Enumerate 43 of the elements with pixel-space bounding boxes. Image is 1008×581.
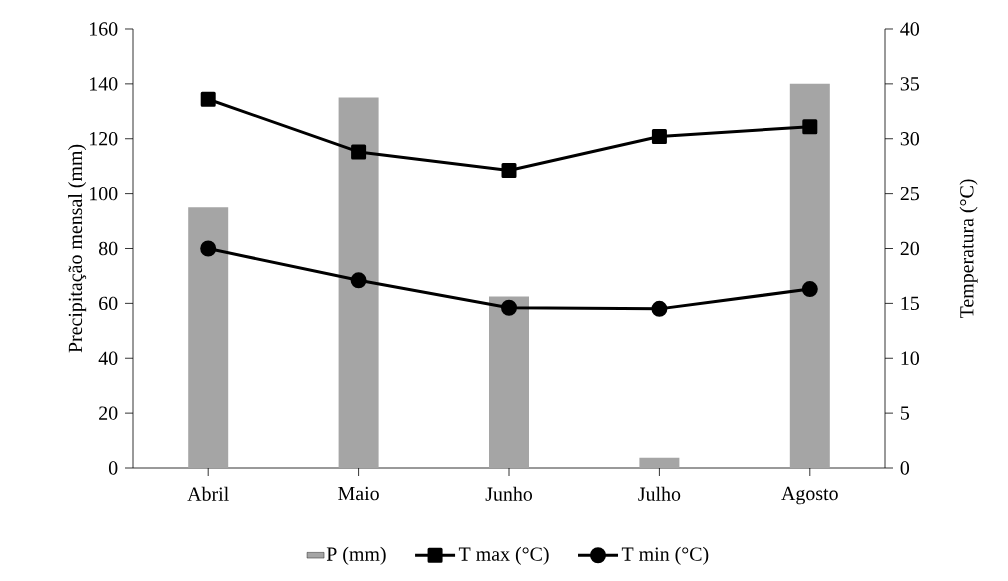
x-tick-label: Abril: [187, 486, 229, 501]
point: [200, 91, 216, 107]
y2-tick-label: 5: [901, 406, 910, 420]
x-tick-label: Julho: [638, 486, 681, 501]
y2-tick-label: 0: [900, 461, 910, 475]
x-tick-label: Maio: [338, 486, 379, 501]
point: [200, 240, 217, 257]
y-tick-label: 120: [90, 132, 118, 146]
point: [350, 272, 367, 289]
y-tick-label: 80: [99, 241, 118, 256]
y-tick-label: 160: [90, 22, 118, 36]
y2-tick-label: 20: [900, 241, 920, 256]
y-tick-label: 0: [108, 461, 118, 475]
y2-tick-label: 15: [901, 296, 919, 311]
y-tick-label: 20: [99, 406, 118, 420]
point: [501, 299, 517, 316]
legend-label: T max (°C): [458, 546, 549, 565]
y2-tick-label: 10: [901, 351, 920, 365]
y-tick-label: 140: [90, 77, 118, 91]
point: [651, 300, 668, 317]
y-tick-label: 40: [98, 351, 118, 365]
point: [801, 281, 818, 298]
y2-tick-label: 25: [900, 186, 919, 201]
bar: [489, 296, 529, 468]
bar: [789, 83, 830, 468]
bar: [188, 207, 229, 468]
legend-label: T min (°C): [621, 546, 709, 565]
point: [651, 129, 667, 145]
y2-tick-label: 35: [900, 77, 919, 91]
y-tick-label: 60: [99, 296, 118, 311]
point: [351, 144, 367, 160]
bar: [639, 457, 680, 468]
bar: [338, 97, 379, 468]
y-axis-title: Precipitação mensal (mm): [68, 144, 87, 353]
y-tick-label: 100: [90, 186, 118, 201]
y2-tick-label: 40: [900, 22, 920, 36]
point: [802, 119, 818, 135]
point: [501, 163, 517, 179]
y2-tick-label: 30: [900, 132, 920, 146]
legend-label: P (mm): [326, 546, 386, 565]
x-tick-label: Agosto: [781, 486, 838, 505]
x-tick-label: Junho: [485, 486, 533, 501]
y2-axis-title: Temperatura (°C): [959, 179, 978, 319]
